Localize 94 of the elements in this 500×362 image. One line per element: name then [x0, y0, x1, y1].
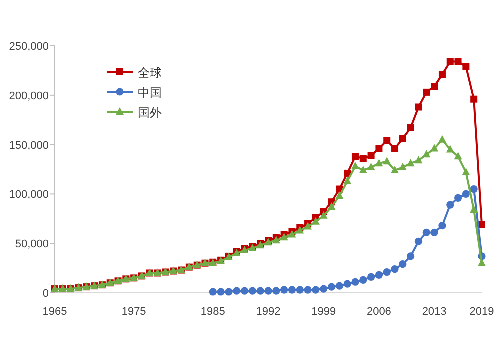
point — [359, 166, 368, 174]
point — [414, 156, 423, 164]
point — [384, 137, 391, 144]
point — [240, 287, 249, 295]
point — [367, 273, 376, 281]
point — [415, 104, 422, 111]
point — [375, 271, 384, 280]
point — [296, 286, 304, 294]
point — [296, 226, 304, 234]
point — [256, 287, 264, 295]
y-tick-label: 50,000 — [15, 238, 49, 251]
point — [478, 258, 486, 266]
point — [320, 211, 328, 219]
y-tick-label: 250,000 — [9, 41, 49, 53]
point — [344, 280, 352, 288]
point — [217, 288, 225, 296]
point — [462, 168, 470, 176]
point — [431, 83, 438, 90]
point — [360, 155, 367, 162]
point — [280, 286, 288, 294]
point — [225, 288, 233, 296]
point — [454, 194, 462, 202]
point — [352, 153, 359, 160]
point — [304, 222, 312, 230]
point — [391, 166, 400, 174]
point — [367, 163, 376, 171]
legend-label: 中国 — [138, 86, 162, 100]
x-tick-label: 2013 — [422, 306, 447, 318]
point — [399, 260, 407, 268]
y-tick-label: 100,000 — [9, 189, 49, 202]
point — [422, 150, 431, 158]
point — [392, 145, 399, 152]
x-tick-label: 1992 — [256, 306, 281, 318]
point — [383, 157, 392, 165]
point — [368, 152, 375, 160]
point — [414, 238, 423, 246]
point — [312, 286, 320, 294]
point — [470, 96, 478, 103]
x-tick-label: 2006 — [366, 306, 392, 318]
x-tick-label: 1975 — [122, 306, 146, 318]
point — [288, 230, 296, 238]
point — [209, 288, 217, 296]
point — [264, 287, 272, 295]
point — [351, 162, 360, 170]
point — [352, 278, 360, 286]
legend-label: 国外 — [138, 106, 162, 120]
point — [446, 58, 454, 66]
point — [438, 71, 446, 78]
point — [336, 192, 344, 200]
point — [376, 145, 383, 152]
point — [360, 276, 368, 284]
point — [430, 144, 439, 152]
point — [470, 185, 478, 194]
point — [328, 202, 336, 210]
point — [423, 88, 430, 96]
point — [328, 283, 336, 291]
point — [233, 287, 241, 295]
point — [430, 228, 438, 237]
point — [248, 287, 256, 295]
point — [399, 135, 406, 142]
point — [336, 282, 344, 290]
point — [304, 286, 312, 294]
point — [407, 124, 414, 132]
point — [280, 233, 288, 241]
x-tick-label: 1965 — [42, 306, 68, 318]
point — [272, 287, 280, 295]
y-tick-label: 150,000 — [9, 140, 49, 152]
x-tick-label: 2019 — [470, 306, 494, 318]
point — [446, 201, 454, 209]
point — [422, 228, 430, 237]
point — [344, 170, 352, 177]
x-tick-label: 1999 — [312, 306, 336, 318]
point — [407, 252, 415, 260]
point — [454, 152, 462, 160]
point — [438, 222, 446, 230]
y-tick-label: 0 — [42, 288, 49, 300]
point — [454, 58, 462, 66]
x-tick-label: 1985 — [200, 306, 226, 318]
point — [375, 159, 384, 167]
point — [406, 159, 415, 167]
point — [462, 63, 470, 70]
legend-label: 全球 — [138, 66, 162, 80]
point — [462, 190, 470, 198]
point — [470, 206, 478, 214]
point — [288, 286, 296, 294]
point — [344, 176, 352, 184]
point — [446, 145, 454, 153]
point — [383, 268, 391, 276]
point — [391, 265, 399, 274]
y-tick-label: 200,000 — [9, 90, 49, 102]
point — [398, 163, 407, 171]
point — [272, 236, 280, 244]
point — [320, 285, 328, 293]
point — [438, 135, 446, 143]
